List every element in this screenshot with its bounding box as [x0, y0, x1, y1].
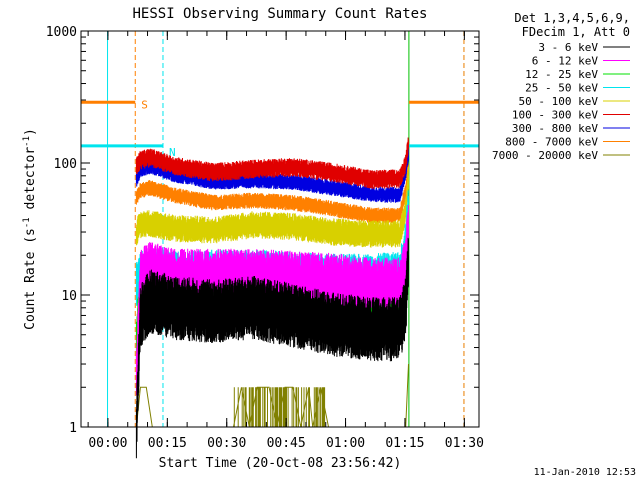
x-tick-label: 00:00: [88, 436, 127, 451]
y-tick-label: 1: [69, 421, 77, 436]
chart-title: HESSI Observing Summary Count Rates: [132, 6, 427, 22]
y-axis: 1 10 100 1000: [46, 25, 479, 436]
x-tick-label: 00:15: [148, 436, 187, 451]
legend-label: 6 - 12 keV: [532, 55, 599, 68]
flag-label: S: [141, 98, 148, 111]
x-axis-label: Start Time (20-Oct-08 23:56:42): [159, 456, 402, 471]
plot-frame: [80, 30, 480, 428]
y-axis-label-sup-1: -1: [22, 217, 32, 228]
legend: Det 1,3,4,5,6,9, FDecim 1, Att 0 3 - 6 k…: [492, 11, 630, 162]
legend-header-detectors: Det 1,3,4,5,6,9,: [514, 11, 630, 25]
x-axis: 00:00 00:15 00:30 00:45 01:00 01:15 01:30: [87, 31, 484, 451]
series-line: [135, 137, 409, 189]
series-line: [135, 163, 409, 224]
y-tick-label: 10: [61, 289, 77, 304]
series-line: [135, 363, 409, 428]
footer-date: 11-Jan-2010 12:53: [534, 467, 636, 478]
legend-label: 800 - 7000 keV: [505, 136, 598, 149]
y-axis-label-end: ): [23, 128, 38, 136]
legend-label: 12 - 25 keV: [525, 68, 598, 81]
y-axis-label-start: Count Rate (s: [23, 228, 38, 330]
legend-label: 300 - 800 keV: [512, 122, 598, 135]
x-tick-label: 01:15: [385, 436, 424, 451]
x-tick-label: 00:30: [207, 436, 246, 451]
y-tick-label: 100: [54, 157, 77, 172]
y-tick-label: 1000: [46, 25, 77, 40]
legend-header-decimation: FDecim 1, Att 0: [522, 25, 630, 39]
flag-label: N: [169, 146, 176, 159]
legend-label: 50 - 100 keV: [519, 95, 599, 108]
series-line: [135, 237, 409, 459]
y-axis-label-middle: detector: [23, 147, 38, 218]
x-tick-label: 01:30: [445, 436, 484, 451]
legend-label: 3 - 6 keV: [538, 41, 598, 54]
x-tick-label: 01:00: [326, 436, 365, 451]
x-tick-label: 00:45: [267, 436, 306, 451]
legend-label: 100 - 300 keV: [512, 109, 598, 122]
legend-label: 7000 - 20000 keV: [492, 149, 598, 162]
legend-label: 25 - 50 keV: [525, 82, 598, 95]
series-line: [135, 166, 409, 248]
y-axis-label-sup-2: -1: [22, 136, 32, 147]
y-axis-label: Count Rate (s-1 detector-1): [22, 128, 38, 330]
